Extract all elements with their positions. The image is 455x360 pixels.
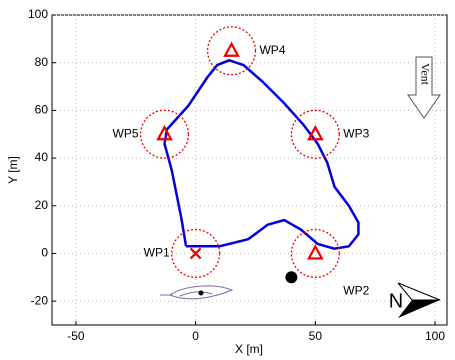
wind-label: Vent xyxy=(418,63,432,86)
waypoint-marker xyxy=(156,124,173,141)
waypoint-radius xyxy=(139,109,190,159)
x-tick-label: 100 xyxy=(425,329,445,343)
waypoint-label: WP1 xyxy=(144,246,170,260)
waypoint-radius xyxy=(290,109,340,159)
x-tick-label: 50 xyxy=(309,329,323,343)
waypoint-marker xyxy=(189,247,202,260)
y-axis-label: Y [m] xyxy=(6,156,20,184)
y-tick-label: 60 xyxy=(35,103,49,117)
y-tick-label: 100 xyxy=(28,7,48,21)
y-tick-label: 20 xyxy=(35,198,49,212)
waypoint-label: WP2 xyxy=(343,284,369,298)
x-tick-label: 0 xyxy=(192,329,199,343)
waypoint-label: WP5 xyxy=(113,126,139,140)
waypoint-radius xyxy=(290,228,340,279)
y-tick-label: -20 xyxy=(31,293,49,307)
waypoint-marker xyxy=(223,41,240,57)
north-label: N xyxy=(389,290,403,312)
waypoint-marker xyxy=(306,124,324,141)
x-axis-label: X [m] xyxy=(235,342,263,356)
waypoint-label: WP4 xyxy=(259,43,285,57)
wind-arrow xyxy=(407,56,441,119)
x-tick-label: -50 xyxy=(67,329,85,343)
trajectory xyxy=(163,59,360,250)
plot-frame xyxy=(51,14,448,326)
y-tick-label: 80 xyxy=(35,55,49,69)
waypoint-radius xyxy=(171,228,221,279)
y-tick-label: 40 xyxy=(35,150,49,164)
boat-icon xyxy=(160,285,234,300)
waypoint-label: WP3 xyxy=(343,126,369,140)
waypoint-radius xyxy=(206,26,257,76)
y-tick-label: 0 xyxy=(41,246,48,260)
obstacle xyxy=(285,271,298,284)
waypoint-marker xyxy=(306,244,324,260)
north-arrow-half xyxy=(397,282,441,301)
